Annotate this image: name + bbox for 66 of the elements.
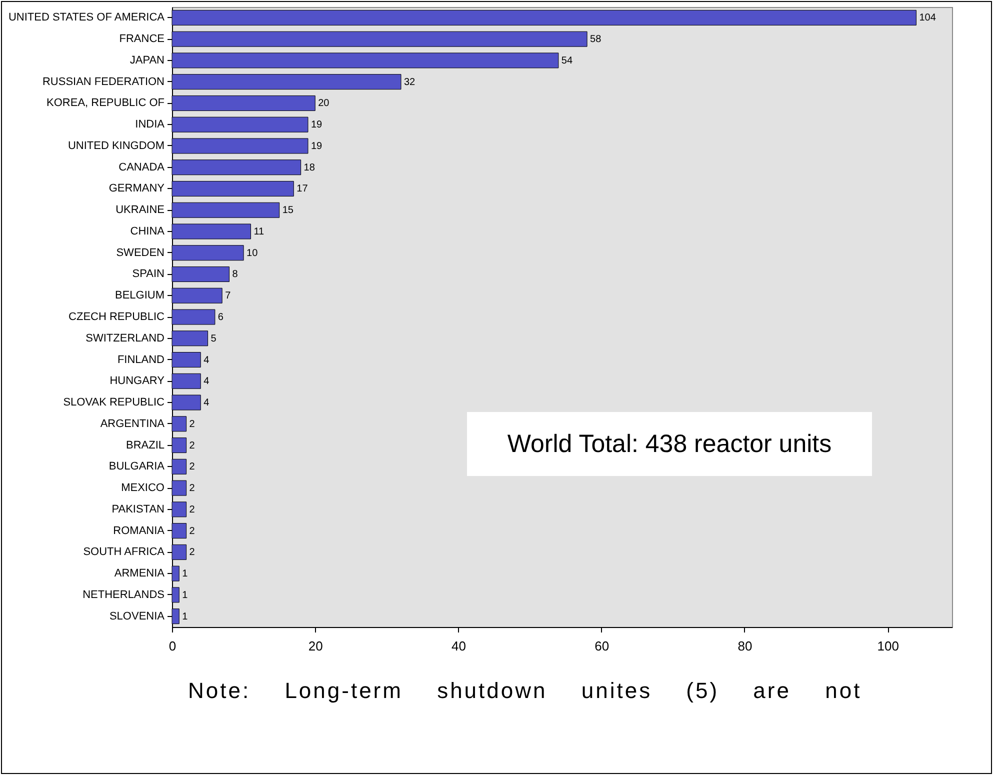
data-label: 2 (189, 418, 196, 430)
data-label: 19 (310, 120, 323, 131)
y-tick-label: SLOVENIA (109, 610, 166, 622)
x-tick-label: 100 (877, 638, 899, 654)
y-tick-label: INDIA (135, 118, 166, 131)
y-tick-label: KOREA, REPUBLIC OF (46, 97, 165, 110)
data-label: 17 (296, 184, 308, 195)
y-tick-label: SWITZERLAND (86, 332, 165, 344)
data-label: 4 (204, 398, 210, 409)
y-tick-label: BULGARIA (108, 460, 166, 473)
data-label: 2 (189, 526, 196, 537)
y-tick-label: ARMENIA (114, 568, 166, 580)
y-tick-label: FINLAND (117, 354, 165, 366)
data-label: 1 (182, 568, 188, 580)
data-label: 19 (310, 140, 323, 152)
y-tick-label: ARGENTINA (100, 418, 166, 430)
data-label: 2 (189, 504, 196, 516)
y-tick-label: SOUTH AFRICA (83, 546, 166, 558)
y-tick-label: SWEDEN (116, 246, 165, 259)
y-tick-label: CZECH REPUBLIC (68, 311, 165, 323)
text: Note: Long-term shutdown unites (5) are not (188, 678, 862, 704)
y-tick-label: MEXICO (121, 482, 165, 494)
data-label: 6 (218, 312, 224, 323)
data-label: 1 (182, 611, 188, 622)
y-tick-label: SLOVAK REPUBLIC (63, 396, 165, 409)
data-label: 104 (919, 12, 936, 24)
y-tick-label: BELGIUM (114, 290, 164, 302)
y-tick-label: GERMANY (108, 182, 166, 195)
data-label: 15 (282, 205, 294, 216)
text-box: World Total: 438 reactor units (467, 412, 872, 476)
data-label: 4 (204, 354, 210, 366)
x-tick-label: 80 (738, 638, 752, 654)
data-label: 4 (204, 376, 210, 388)
y-tick-label: UNITED KINGDOM (68, 140, 164, 152)
y-tick-label: UNITED STATES OF AMERICA (8, 12, 166, 24)
y-tick-label: ROMANIA (113, 524, 166, 537)
data-label: 2 (189, 483, 196, 494)
data-label: 8 (232, 269, 238, 280)
y-tick-label: JAPAN (130, 54, 165, 66)
data-label: 20 (318, 98, 330, 110)
data-label: 18 (304, 162, 316, 174)
y-tick-label: CHINA (130, 225, 166, 238)
data-label: 58 (590, 34, 602, 46)
data-label: 10 (246, 248, 258, 259)
data-label: 11 (254, 226, 265, 238)
y-tick-label: HUNGARY (110, 375, 166, 388)
y-tick-label: NETHERLANDS (82, 588, 164, 601)
y-tick-label: FRANCE (119, 33, 164, 46)
data-label: 7 (225, 290, 232, 302)
data-label: 2 (189, 462, 196, 473)
y-tick-label: PAKISTAN (112, 503, 165, 516)
y-tick-label: BRAZIL (126, 439, 164, 452)
data-label: 32 (404, 76, 416, 88)
data-label: 54 (561, 55, 573, 66)
data-label: 2 (189, 547, 196, 558)
x-tick-label: 0 (168, 638, 176, 654)
y-tick-label: SPAIN (132, 268, 165, 280)
x-tick-label: 20 (308, 638, 323, 654)
y-tick-label: CANADA (118, 161, 166, 174)
y-tick-label: RUSSIAN FEDERATION (42, 76, 165, 88)
data-label: 2 (189, 440, 196, 452)
data-label: 5 (210, 333, 217, 344)
y-tick-label: UKRAINE (116, 204, 164, 216)
x-tick-label: 40 (452, 638, 466, 654)
x-tick-label: 60 (594, 638, 610, 654)
data-label: 1 (182, 590, 188, 601)
